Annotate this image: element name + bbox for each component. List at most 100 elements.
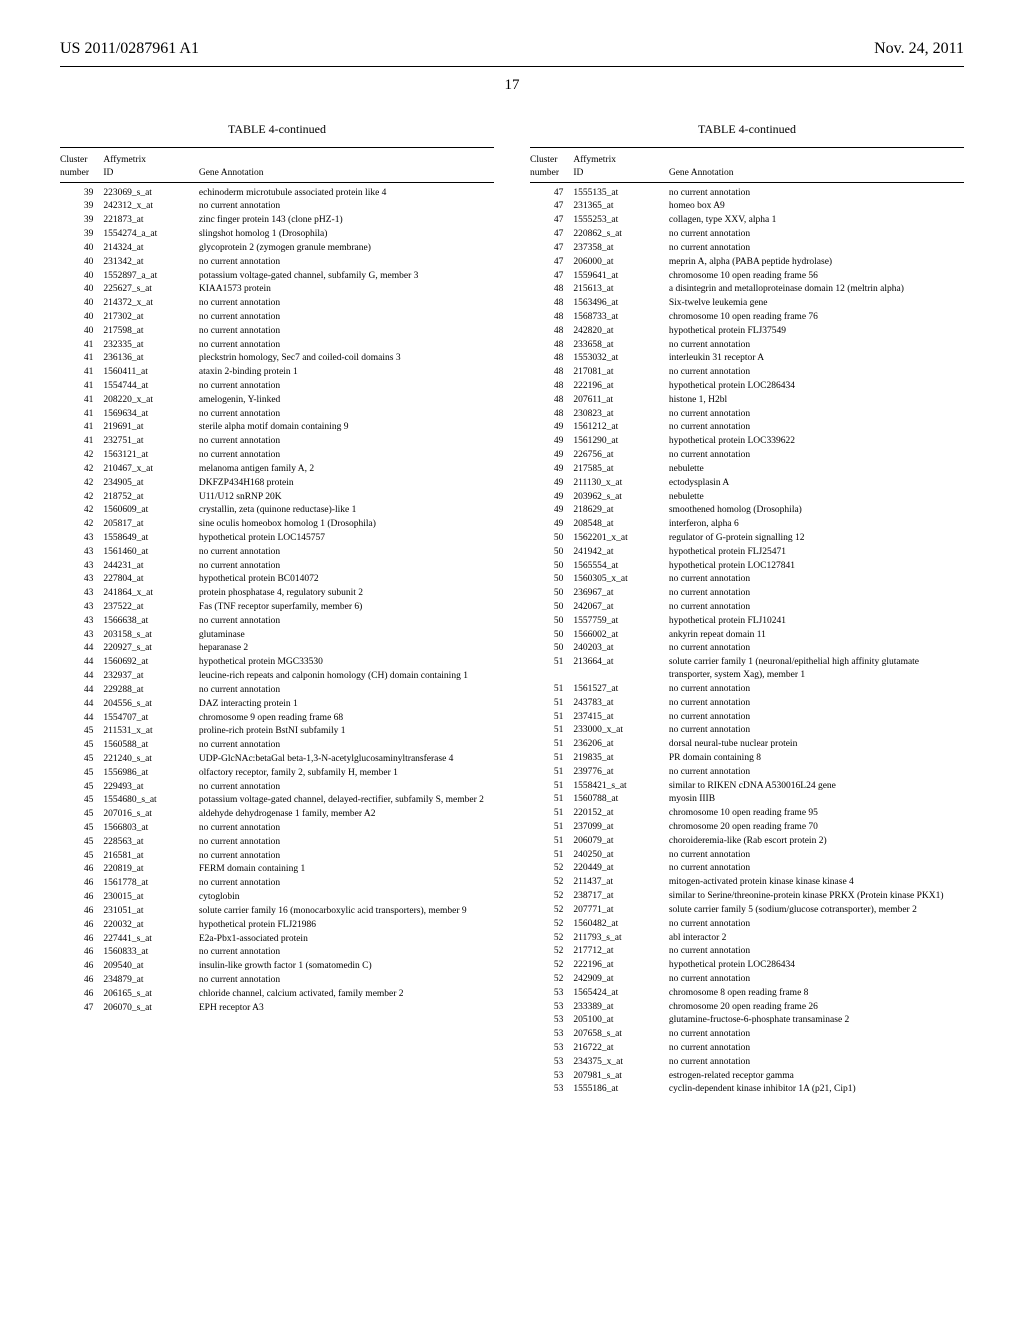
- table-row: 421563121_atno current annotation: [60, 449, 494, 463]
- table-row: 511558421_s_atsimilar to RIKEN cDNA A530…: [530, 779, 964, 793]
- table-row: 42218752_atU11/U12 snRNP 20K: [60, 490, 494, 504]
- table-title-left: TABLE 4-continued: [60, 122, 494, 137]
- table-row: 39223069_s_atechinoderm microtubule asso…: [60, 186, 494, 200]
- table-row: 451560588_atno current annotation: [60, 739, 494, 753]
- table-row: 53207981_s_atestrogen-related receptor g…: [530, 1069, 964, 1083]
- table-row: 52211437_atmitogen-activated protein kin…: [530, 876, 964, 890]
- col-header: AffymetrixID: [103, 152, 198, 182]
- table-row: 48207611_athistone 1, H2bl: [530, 393, 964, 407]
- table-row: 47237358_atno current annotation: [530, 241, 964, 255]
- table-row: 49203962_s_atnebulette: [530, 490, 964, 504]
- table-row: 45216581_atno current annotation: [60, 849, 494, 863]
- table-row: 53205100_atglutamine-fructose-6-phosphat…: [530, 1014, 964, 1028]
- table-row: 501566002_atankyrin repeat domain 11: [530, 628, 964, 642]
- table-row: 41232751_atno current annotation: [60, 435, 494, 449]
- table-row: 41208220_x_atamelogenin, Y-linked: [60, 393, 494, 407]
- table-row: 49226756_atno current annotation: [530, 449, 964, 463]
- table-row: 43237522_atFas (TNF receptor superfamily…: [60, 601, 494, 615]
- table-row: 46206165_s_atchloride channel, calcium a…: [60, 987, 494, 1001]
- table-row: 45228563_atno current annotation: [60, 835, 494, 849]
- page-header: US 2011/0287961 A1 Nov. 24, 2011: [60, 40, 964, 58]
- table-row: 47220862_s_atno current annotation: [530, 228, 964, 242]
- table-row: 501557759_athypothetical protein FLJ1024…: [530, 614, 964, 628]
- table-row: 441554707_atchromosome 9 open reading fr…: [60, 711, 494, 725]
- table-row: 43203158_s_atglutaminase: [60, 628, 494, 642]
- table-row: 52222196_athypothetical protein LOC28643…: [530, 959, 964, 973]
- table-row: 53233389_atchromosome 20 open reading fr…: [530, 1000, 964, 1014]
- table-row: 461560833_atno current annotation: [60, 946, 494, 960]
- table-row: 50236967_atno current annotation: [530, 587, 964, 601]
- table-row: 481563496_atSix-twelve leukemia gene: [530, 297, 964, 311]
- table-row: 481553032_atinterleukin 31 receptor A: [530, 352, 964, 366]
- table-row: 51237415_atno current annotation: [530, 710, 964, 724]
- table-row: 46220032_athypothetical protein FLJ21986: [60, 918, 494, 932]
- table-row: 40214372_x_atno current annotation: [60, 297, 494, 311]
- page-number: 17: [60, 77, 964, 94]
- table-row: 47231365_athomeo box A9: [530, 200, 964, 214]
- table-row: 52211793_s_atabl interactor 2: [530, 931, 964, 945]
- table-row: 45221240_s_atUDP-GlcNAc:betaGal beta-1,3…: [60, 752, 494, 766]
- table-row: 401552897_a_atpotassium voltage-gated ch…: [60, 269, 494, 283]
- table-row: 40231342_atno current annotation: [60, 255, 494, 269]
- table-row: 451554680_s_atpotassium voltage-gated ch…: [60, 794, 494, 808]
- table-row: 421560609_atcrystallin, zeta (quinone re…: [60, 504, 494, 518]
- table-row: 45229493_atno current annotation: [60, 780, 494, 794]
- table-row: 47206000_atmeprin A, alpha (PABA peptide…: [530, 255, 964, 269]
- table-rule: [530, 147, 964, 148]
- table-row: 431566638_atno current annotation: [60, 614, 494, 628]
- col-header: Clusternumber: [530, 152, 573, 182]
- table-row: 46227441_s_atE2a-Pbx1-associated protein: [60, 932, 494, 946]
- table-row: 53207658_s_atno current annotation: [530, 1028, 964, 1042]
- table-row: 441560692_athypothetical protein MGC3353…: [60, 656, 494, 670]
- table-row: 42210467_x_atmelanoma antigen family A, …: [60, 462, 494, 476]
- table-row: 44229288_atno current annotation: [60, 683, 494, 697]
- table-row: 501562201_x_atregulator of G-protein sig…: [530, 531, 964, 545]
- table-row: 51220152_atchromosome 10 open reading fr…: [530, 807, 964, 821]
- table-row: 51206079_atchoroideremia-like (Rab escor…: [530, 834, 964, 848]
- table-row: 411554744_atno current annotation: [60, 380, 494, 394]
- table-row: 41232335_atno current annotation: [60, 338, 494, 352]
- table-row: 51236206_atdorsal neural-tube nuclear pr…: [530, 738, 964, 752]
- table-row: 48217081_atno current annotation: [530, 366, 964, 380]
- table-row: 451556986_atolfactory receptor, family 2…: [60, 766, 494, 780]
- table-row: 46231051_atsolute carrier family 16 (mon…: [60, 904, 494, 918]
- left-column: TABLE 4-continued Clusternumber Affymetr…: [60, 122, 494, 1097]
- table-row: 40217598_atno current annotation: [60, 324, 494, 338]
- table-row: 531555186_atcyclin-dependent kinase inhi…: [530, 1083, 964, 1097]
- two-column-layout: TABLE 4-continued Clusternumber Affymetr…: [60, 122, 964, 1097]
- table-row: 501560305_x_atno current annotation: [530, 573, 964, 587]
- col-header: Clusternumber: [60, 152, 103, 182]
- table-row: 53216722_atno current annotation: [530, 1042, 964, 1056]
- right-column: TABLE 4-continued Clusternumber Affymetr…: [530, 122, 964, 1097]
- table-row: 51233000_x_atno current annotation: [530, 724, 964, 738]
- table-row: 52238717_atsimilar to Serine/threonine-p…: [530, 890, 964, 904]
- table-row: 41219691_atsterile alpha motif domain co…: [60, 421, 494, 435]
- table-row: 39242312_x_atno current annotation: [60, 200, 494, 214]
- table-row: 43227804_athypothetical protein BC014072: [60, 573, 494, 587]
- table-row: 44204556_s_atDAZ interacting protein 1: [60, 697, 494, 711]
- gene-table-right: Clusternumber AffymetrixID Gene Annotati…: [530, 152, 964, 1097]
- table-row: 49208548_atinterferon, alpha 6: [530, 518, 964, 532]
- col-header: Gene Annotation: [199, 152, 494, 182]
- table-row: 46230015_atcytoglobin: [60, 891, 494, 905]
- table-row: 51213664_atsolute carrier family 1 (neur…: [530, 656, 964, 683]
- table-row: 48230823_atno current annotation: [530, 407, 964, 421]
- table-row: 53234375_x_atno current annotation: [530, 1055, 964, 1069]
- publication-number: US 2011/0287961 A1: [60, 40, 199, 58]
- table-row: 44232937_atleucine-rich repeats and calp…: [60, 670, 494, 684]
- table-row: 51243783_atno current annotation: [530, 696, 964, 710]
- table-row: 46209540_atinsulin-like growth factor 1 …: [60, 960, 494, 974]
- gene-table-left: Clusternumber AffymetrixID Gene Annotati…: [60, 152, 494, 1015]
- table-row: 40214324_atglycoprotein 2 (zymogen granu…: [60, 241, 494, 255]
- table-row: 44220927_s_atheparanase 2: [60, 642, 494, 656]
- table-row: 46220819_atFERM domain containing 1: [60, 863, 494, 877]
- col-header: AffymetrixID: [573, 152, 668, 182]
- table-row: 50242067_atno current annotation: [530, 601, 964, 615]
- table-row: 52207771_atsolute carrier family 5 (sodi…: [530, 903, 964, 917]
- table-row: 51219835_atPR domain containing 8: [530, 751, 964, 765]
- table-title-right: TABLE 4-continued: [530, 122, 964, 137]
- table-row: 45211531_x_atproline-rich protein BstNI …: [60, 725, 494, 739]
- table-row: 391554274_a_atslingshot homolog 1 (Droso…: [60, 228, 494, 242]
- table-row: 42205817_atsine oculis homeobox homolog …: [60, 518, 494, 532]
- table-row: 501565554_athypothetical protein LOC1278…: [530, 559, 964, 573]
